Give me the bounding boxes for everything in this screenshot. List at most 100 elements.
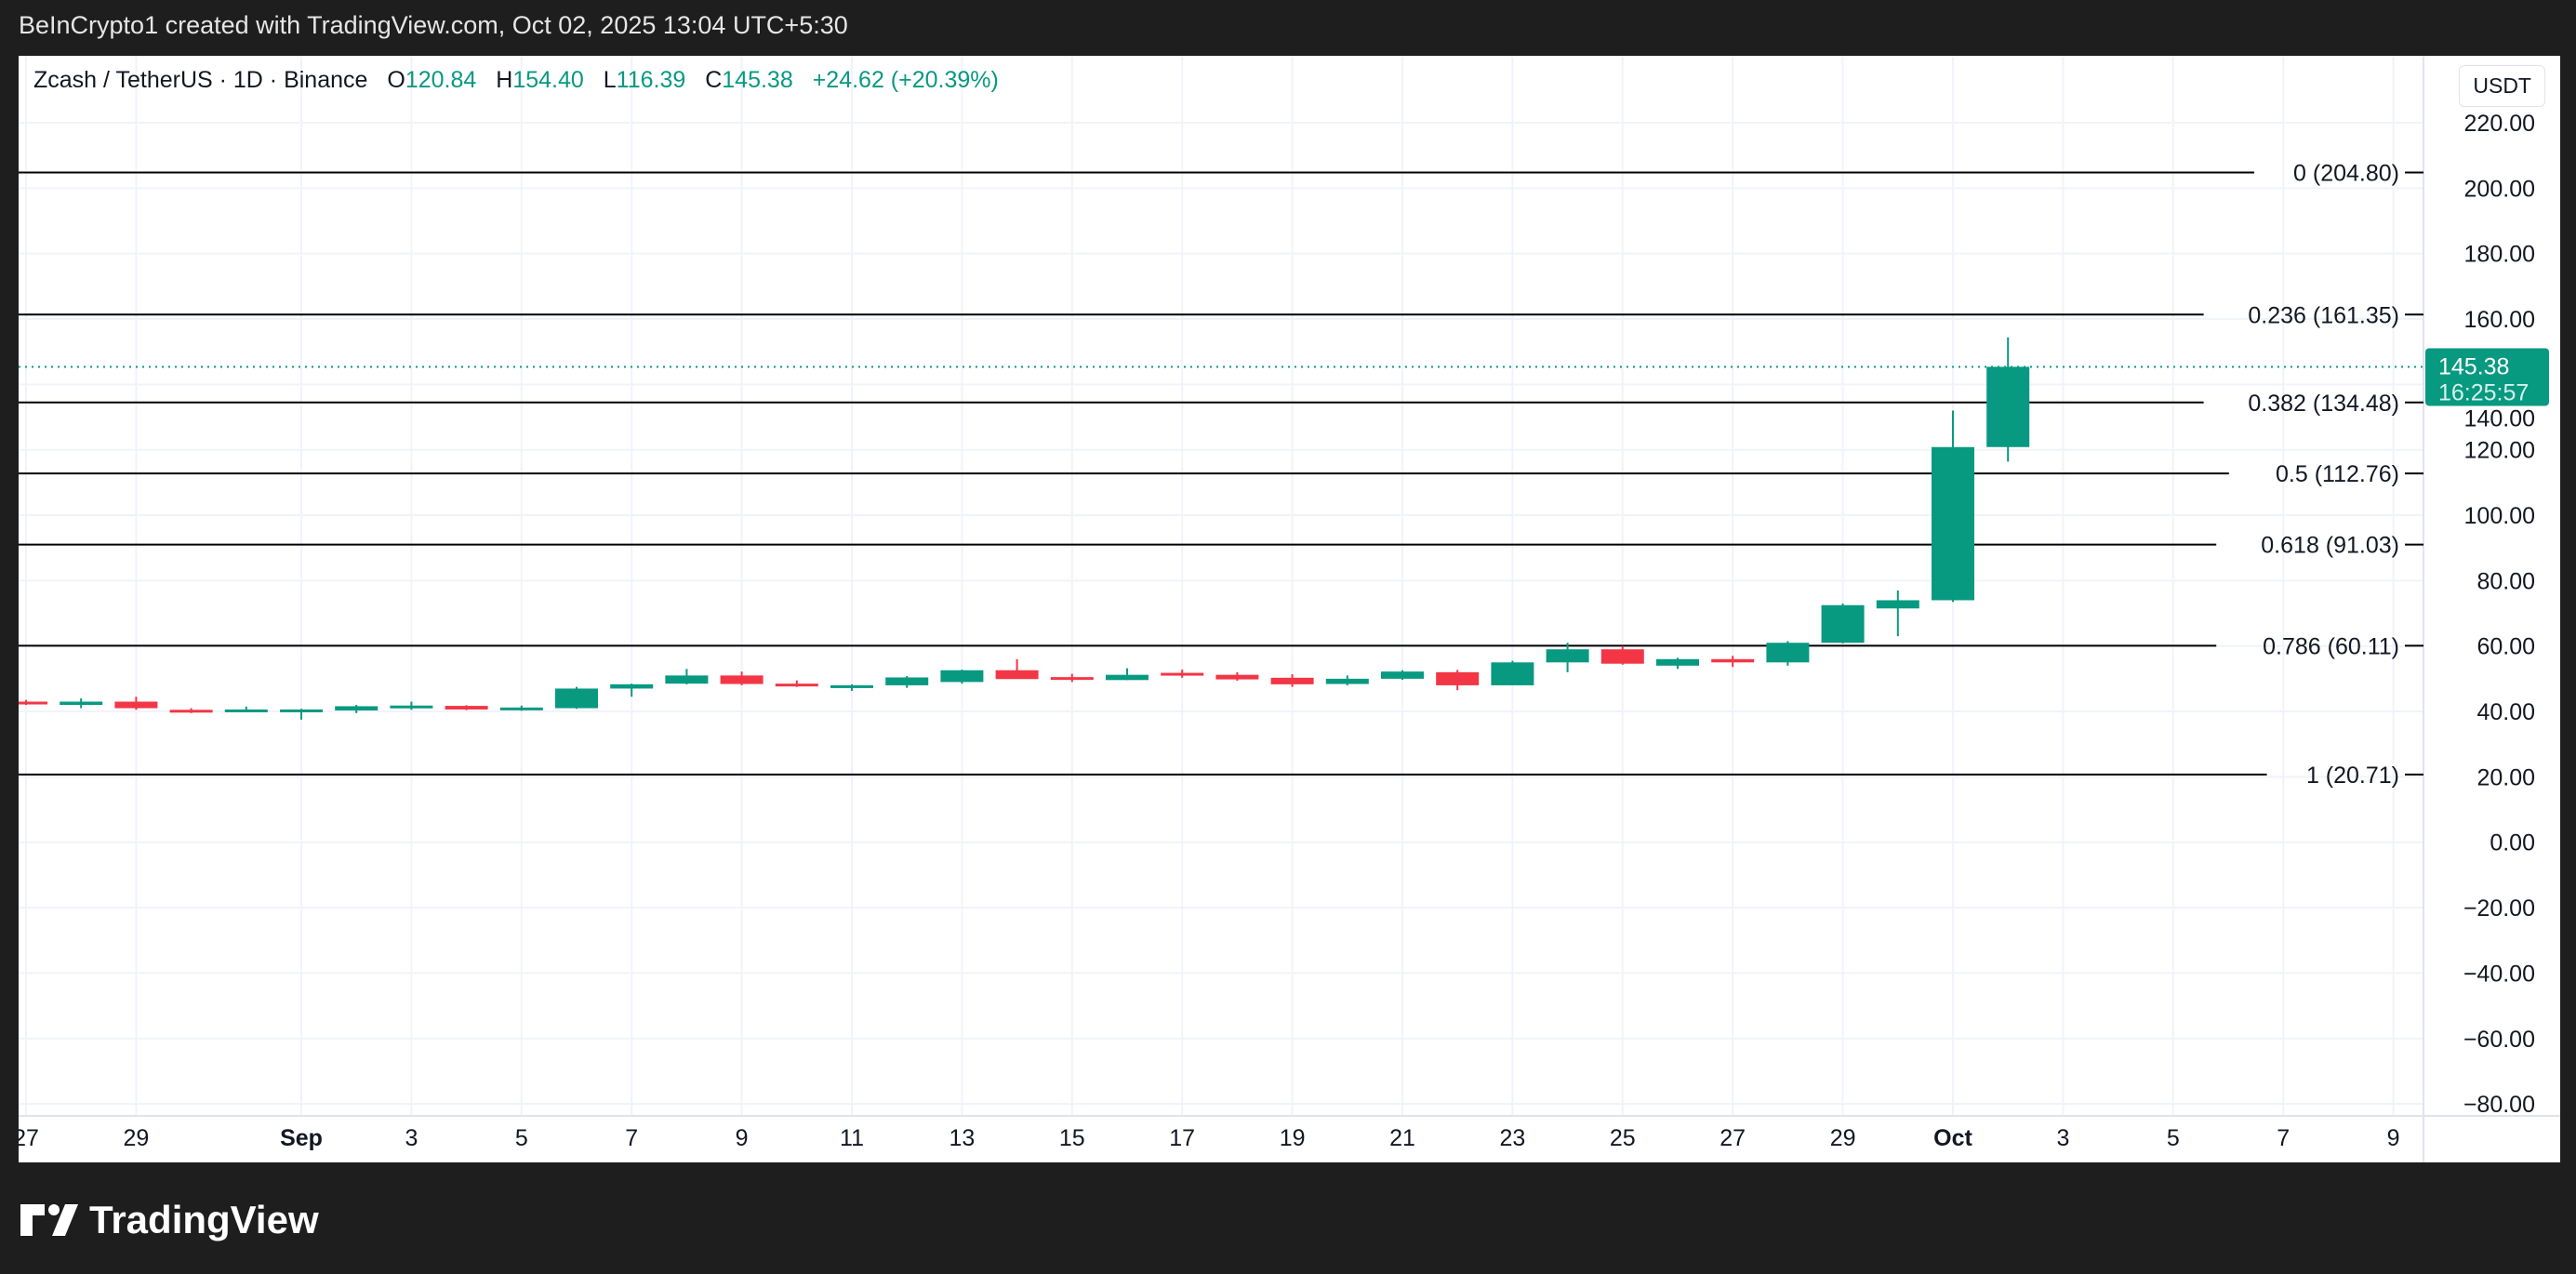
chart-caption: BeInCrypto1 created with TradingView.com…	[19, 11, 848, 39]
fib-label: 0.382 (134.48)	[2248, 391, 2399, 417]
y-tick-label: 220.00	[2464, 111, 2535, 137]
candle-body	[1876, 600, 1919, 609]
price-chart[interactable]: 220.00 200.00 180.00 160.00 140.00 120.00 100.…	[19, 56, 2560, 1162]
x-tick-label: 7	[2277, 1125, 2290, 1151]
candle[interactable]	[1106, 668, 1149, 681]
candle[interactable]	[1932, 410, 1974, 603]
candle-body	[1600, 649, 1644, 664]
x-tick-label: 23	[1499, 1125, 1525, 1151]
candle[interactable]	[775, 680, 818, 687]
candle[interactable]	[830, 683, 873, 691]
candle[interactable]	[19, 699, 47, 706]
candle[interactable]	[995, 658, 1039, 680]
close-label: C	[705, 67, 723, 93]
low-value: 116.39	[616, 67, 686, 93]
candle[interactable]	[1876, 590, 1919, 637]
x-tick-label: 21	[1389, 1125, 1415, 1151]
symbol-legend: Zcash / TetherUS · 1D · Binance O120.84 …	[33, 67, 1012, 94]
candle[interactable]	[499, 705, 543, 711]
candle[interactable]	[1821, 603, 1865, 644]
x-tick-label: 5	[515, 1125, 528, 1151]
candle[interactable]	[1986, 337, 2030, 462]
fib-label: 1 (20.71)	[2306, 763, 2399, 789]
candle[interactable]	[665, 669, 709, 684]
candle[interactable]	[940, 670, 984, 684]
candle[interactable]	[1050, 673, 1094, 683]
candle[interactable]	[280, 709, 323, 720]
candle-body	[1050, 677, 1094, 681]
candle-body	[224, 709, 268, 712]
fib-level[interactable]: 0.382 (134.48)	[19, 391, 2423, 417]
y-tick-label: 180.00	[2464, 242, 2535, 268]
candle-body	[1766, 643, 1810, 663]
candle-body	[775, 683, 818, 687]
y-tick-label: 40.00	[2476, 699, 2535, 725]
candle-body	[114, 701, 158, 709]
chart-panel[interactable]: 220.00 200.00 180.00 160.00 140.00 120.00 100.…	[19, 56, 2560, 1162]
candle[interactable]	[169, 708, 213, 713]
y-tick-label: 0.00	[2490, 830, 2535, 856]
open-value: 120.84	[405, 67, 477, 93]
fib-level[interactable]: 0.236 (161.35)	[19, 302, 2423, 328]
fib-level[interactable]: 1 (20.71)	[19, 763, 2423, 789]
candle[interactable]	[1215, 671, 1259, 682]
candle[interactable]	[885, 676, 929, 688]
candle-body	[280, 709, 323, 712]
candle[interactable]	[1656, 657, 1699, 670]
candle[interactable]	[390, 701, 433, 710]
candle[interactable]	[1766, 641, 1810, 666]
candle[interactable]	[60, 697, 103, 709]
fib-label: 0.618 (91.03)	[2261, 533, 2399, 559]
candle-body	[169, 710, 213, 713]
candle[interactable]	[1491, 660, 1534, 685]
fib-level[interactable]: 0.786 (60.11)	[19, 633, 2423, 659]
candle-body	[1161, 672, 1204, 676]
candle-body	[1932, 446, 1974, 601]
candle[interactable]	[555, 686, 598, 710]
candle-body	[1215, 674, 1259, 680]
candle-body	[1381, 671, 1424, 679]
x-tick-label: Oct	[1933, 1125, 1972, 1151]
candle[interactable]	[610, 683, 654, 697]
fib-level[interactable]: 0.5 (112.76)	[19, 461, 2423, 487]
x-tick-label: 29	[1830, 1125, 1856, 1151]
candle[interactable]	[1436, 670, 1480, 691]
fib-level[interactable]: 0.618 (91.03)	[19, 533, 2423, 559]
x-tick-label: 3	[2056, 1125, 2069, 1151]
y-tick-label: 100.00	[2464, 503, 2535, 529]
y-tick-label: 80.00	[2476, 568, 2535, 594]
x-tick-label: 9	[2387, 1125, 2400, 1151]
x-tick-label: Sep	[280, 1125, 323, 1151]
candle[interactable]	[1270, 673, 1314, 687]
candle-body	[1270, 677, 1314, 684]
candle-body	[720, 675, 764, 684]
candle[interactable]	[224, 706, 268, 712]
candle-body	[995, 670, 1039, 680]
fib-level[interactable]: 0 (204.80)	[19, 160, 2423, 186]
candle[interactable]	[114, 697, 158, 710]
candle[interactable]	[1711, 656, 1755, 668]
candle[interactable]	[1381, 670, 1424, 680]
candle[interactable]	[1325, 675, 1369, 685]
currency-button[interactable]: USDT	[2459, 65, 2545, 107]
low-label: L	[603, 67, 617, 93]
candle-body	[60, 701, 103, 706]
x-tick-label: 11	[840, 1125, 864, 1151]
y-tick-label: 160.00	[2464, 307, 2535, 333]
candle[interactable]	[1161, 670, 1204, 678]
candle-body	[445, 706, 488, 710]
candle[interactable]	[1546, 643, 1589, 672]
open-label: O	[387, 67, 405, 93]
x-tick-label: 15	[1059, 1125, 1085, 1151]
candle-body	[1325, 678, 1369, 684]
candle-body	[940, 670, 984, 683]
x-tick-label: 25	[1610, 1125, 1636, 1151]
candle[interactable]	[1600, 645, 1644, 665]
candle-body	[610, 683, 654, 689]
y-tick-label: −40.00	[2463, 961, 2535, 987]
candle-body	[830, 684, 873, 688]
candle-body	[1491, 662, 1534, 685]
candle[interactable]	[335, 705, 378, 713]
candle[interactable]	[720, 671, 764, 685]
candle[interactable]	[445, 705, 488, 710]
